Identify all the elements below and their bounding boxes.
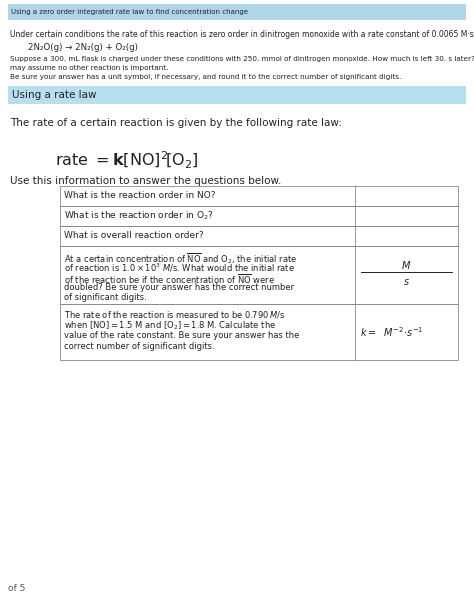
- Bar: [60, 226, 458, 246]
- Text: What is the reaction order in O$_2$?: What is the reaction order in O$_2$?: [64, 210, 214, 222]
- Bar: [8, 86, 466, 104]
- Text: of significant digits.: of significant digits.: [64, 293, 147, 302]
- Text: of 5: of 5: [8, 584, 26, 593]
- Text: rate $= \mathbf{k}\left[\mathrm{NO}\right]^2\!\left[\mathrm{O_2}\right]$: rate $= \mathbf{k}\left[\mathrm{NO}\righ…: [55, 150, 199, 171]
- Text: Using a zero order integrated rate law to find concentration change: Using a zero order integrated rate law t…: [11, 9, 248, 15]
- Text: At a certain concentration of $\overline{\mathrm{NO}}$ and O$_2$, the initial ra: At a certain concentration of $\overline…: [64, 251, 297, 266]
- Text: Under certain conditions the rate of this reaction is zero order in dinitrogen m: Under certain conditions the rate of thi…: [10, 30, 474, 39]
- Text: Use this information to answer the questions below.: Use this information to answer the quest…: [10, 176, 282, 186]
- Bar: [8, 4, 466, 20]
- Text: value of the rate constant. Be sure your answer has the: value of the rate constant. Be sure your…: [64, 331, 300, 340]
- Text: 2N₂O(g) → 2N₂(g) + O₂(g): 2N₂O(g) → 2N₂(g) + O₂(g): [28, 43, 138, 52]
- Text: Suppose a 300. mL flask is charged under these conditions with 250. mmol of dini: Suppose a 300. mL flask is charged under…: [10, 56, 474, 62]
- Text: when $\left[\mathrm{NO}\right] = 1.5$ M and $\left[\mathrm{O_2}\right] = 1.8$ M.: when $\left[\mathrm{NO}\right] = 1.5$ M …: [64, 320, 276, 333]
- Text: of the reaction be if the concentration of $\overline{\mathrm{NO}}$ were: of the reaction be if the concentration …: [64, 272, 275, 286]
- Text: What is the reaction order in NO?: What is the reaction order in NO?: [64, 192, 216, 200]
- Bar: [60, 186, 458, 206]
- Bar: [60, 186, 458, 206]
- Bar: [60, 206, 458, 226]
- Text: $k=$  $M^{-2}{\cdot}s^{-1}$: $k=$ $M^{-2}{\cdot}s^{-1}$: [360, 325, 423, 339]
- Text: may assume no other reaction is important.: may assume no other reaction is importan…: [10, 65, 168, 71]
- Bar: [60, 304, 458, 360]
- Text: The rate of the reaction is measured to be $0.790\,M$/s: The rate of the reaction is measured to …: [64, 309, 285, 320]
- Text: What is overall reaction order?: What is overall reaction order?: [64, 232, 204, 241]
- Bar: [60, 304, 458, 360]
- Text: doubled? Be sure your answer has the correct number: doubled? Be sure your answer has the cor…: [64, 283, 294, 292]
- Text: Using a rate law: Using a rate law: [12, 90, 97, 100]
- Text: correct number of significant digits.: correct number of significant digits.: [64, 342, 215, 351]
- Text: Be sure your answer has a unit symbol, if necessary, and round it to the correct: Be sure your answer has a unit symbol, i…: [10, 74, 401, 80]
- Text: $s$: $s$: [403, 277, 410, 287]
- Bar: [60, 246, 458, 304]
- Bar: [60, 226, 458, 246]
- Text: of reaction is $1.0 \times 10^3$ $M$/s. What would the initial rate: of reaction is $1.0 \times 10^3$ $M$/s. …: [64, 261, 295, 274]
- Text: $M$: $M$: [401, 259, 411, 271]
- Text: The rate of a certain reaction is given by the following rate law:: The rate of a certain reaction is given …: [10, 118, 342, 128]
- Bar: [60, 246, 458, 304]
- Bar: [60, 206, 458, 226]
